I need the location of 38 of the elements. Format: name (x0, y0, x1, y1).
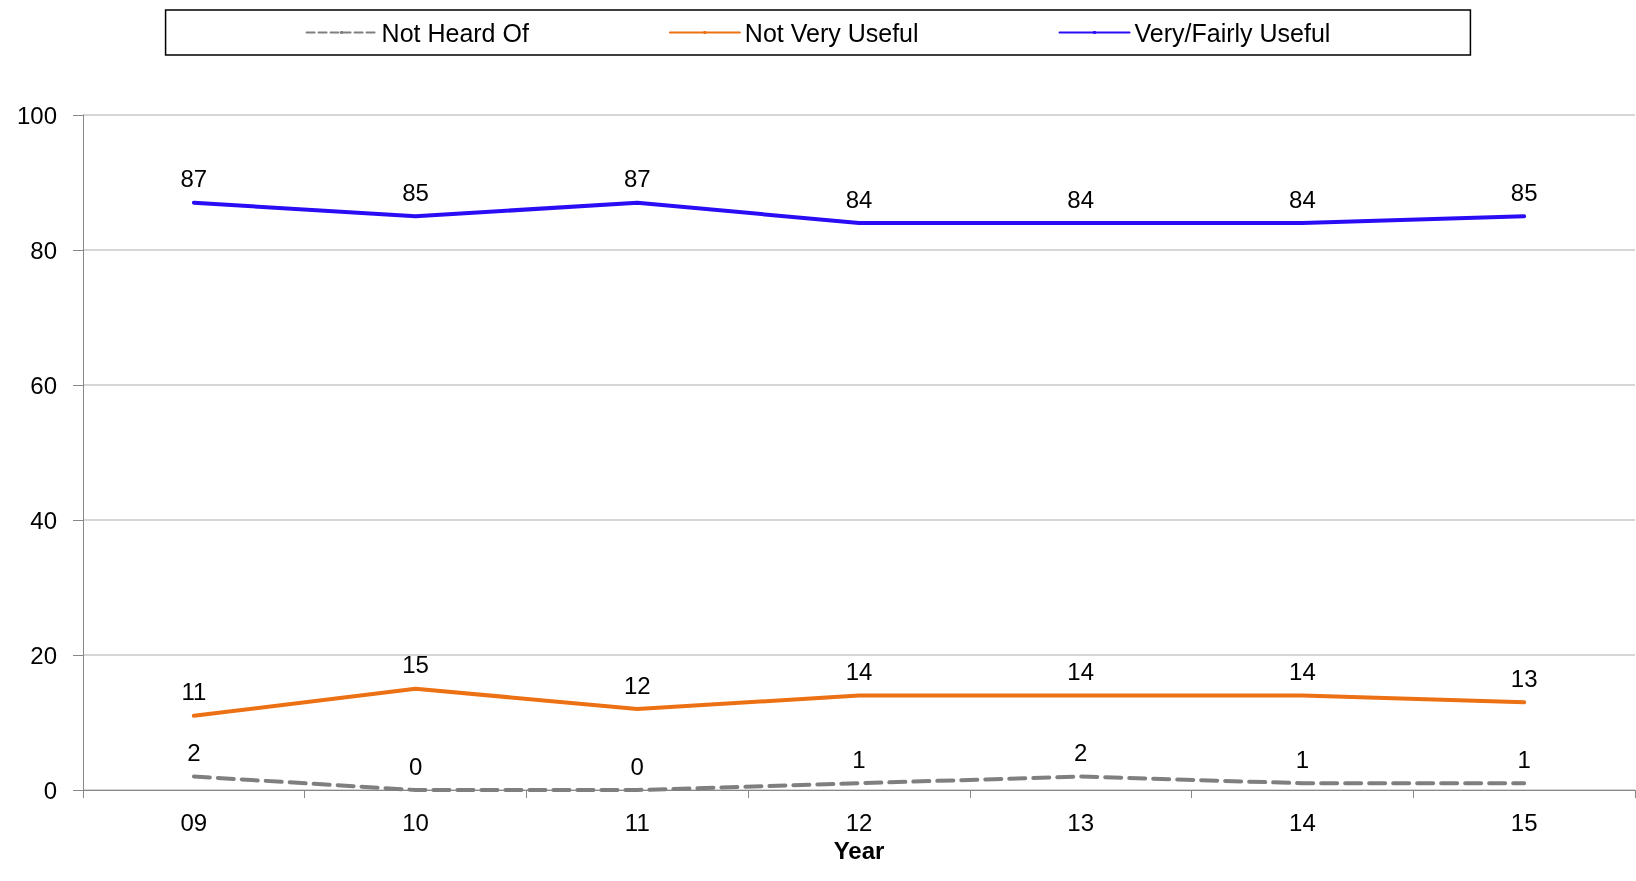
legend-label: Not Heard Of (381, 18, 529, 47)
y-tick-label: 100 (16, 101, 57, 129)
data-label: 1 (852, 745, 866, 773)
data-label: 87 (623, 165, 651, 193)
data-label: 85 (402, 178, 429, 206)
x-tick-label: 14 (1289, 808, 1316, 836)
data-label: 14 (1289, 658, 1316, 685)
data-label: 84 (845, 185, 873, 213)
x-tick-label: 09 (180, 808, 208, 836)
x-tick-label: 13 (1067, 808, 1095, 836)
data-label: 14 (1067, 658, 1095, 685)
data-label: 11 (181, 678, 207, 706)
y-tick-label: 80 (30, 236, 57, 264)
y-tick-label: 20 (30, 641, 57, 669)
legend-label: Not Very Useful (744, 18, 919, 47)
data-label: 12 (623, 671, 651, 699)
x-tick-label: 15 (1510, 808, 1538, 836)
x-tick-label: 10 (402, 808, 429, 836)
data-label: 85 (1510, 178, 1538, 206)
y-tick-label: 40 (30, 506, 57, 534)
data-label: 14 (845, 658, 873, 685)
y-tick-label: 0 (43, 776, 57, 804)
data-label: 84 (1067, 185, 1095, 213)
x-tick-label: 12 (845, 808, 873, 836)
data-label: 84 (1289, 185, 1316, 213)
data-label: 0 (630, 752, 644, 780)
data-label: 2 (1074, 739, 1088, 766)
data-label: 0 (408, 752, 423, 780)
legend-label: Very/Fairly Useful (1134, 18, 1331, 47)
data-label: 87 (180, 165, 208, 193)
data-label: 15 (402, 651, 429, 679)
x-tick-label: 11 (624, 808, 650, 836)
data-label: 13 (1510, 664, 1538, 692)
y-tick-label: 60 (30, 371, 57, 399)
x-axis-title: Year (833, 837, 885, 865)
data-label: 1 (1295, 745, 1310, 773)
data-label: 2 (187, 739, 201, 766)
data-label: 1 (1517, 745, 1531, 773)
